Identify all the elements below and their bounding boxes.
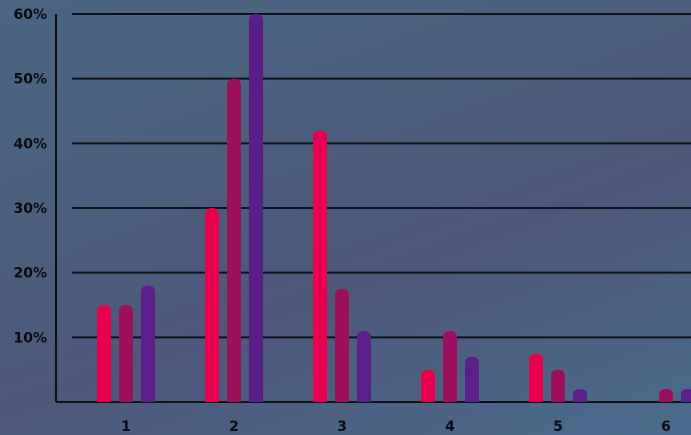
y-tick-label: 60% bbox=[13, 7, 47, 23]
bar-series2-cat-3 bbox=[335, 288, 349, 402]
bar-series3-cat-5 bbox=[573, 389, 587, 402]
bar-series2-cat-1 bbox=[119, 305, 133, 402]
y-tick-label: 40% bbox=[13, 136, 47, 152]
y-tick-label: 30% bbox=[13, 201, 47, 217]
y-tick-label: 50% bbox=[13, 72, 47, 88]
bar-series3-cat-2 bbox=[249, 14, 263, 402]
bar-series3-cat-6 bbox=[681, 389, 691, 402]
bar-series1-cat-2 bbox=[205, 208, 219, 402]
x-tick-label: 6 bbox=[661, 419, 671, 435]
bar-series1-cat-4 bbox=[421, 369, 435, 402]
bar-series2-cat-6 bbox=[659, 389, 673, 402]
bar-series3-cat-4 bbox=[465, 356, 479, 402]
bar-series1-cat-1 bbox=[97, 305, 111, 402]
bar-series3-cat-1 bbox=[141, 285, 155, 402]
bar-series3-cat-3 bbox=[357, 330, 371, 402]
x-tick-label: 3 bbox=[337, 419, 347, 435]
tick-labels: 10% 20% 30% 40% 50% 60% 1 2 3 4 5 6 bbox=[13, 7, 670, 435]
bars bbox=[97, 14, 691, 403]
x-tick-label: 1 bbox=[121, 419, 131, 435]
bar-series2-cat-4 bbox=[443, 330, 457, 402]
x-tick-label: 4 bbox=[445, 419, 455, 435]
gridlines bbox=[72, 13, 691, 339]
y-tick-label: 20% bbox=[13, 266, 47, 282]
bar-series1-cat-3 bbox=[313, 130, 327, 402]
bar-series2-cat-2 bbox=[227, 78, 241, 403]
y-tick-label: 10% bbox=[13, 330, 47, 346]
bar-series1-cat-5 bbox=[529, 353, 543, 402]
x-tick-label: 2 bbox=[229, 419, 239, 435]
x-tick-label: 5 bbox=[553, 419, 563, 435]
bar-series2-cat-5 bbox=[551, 369, 565, 402]
